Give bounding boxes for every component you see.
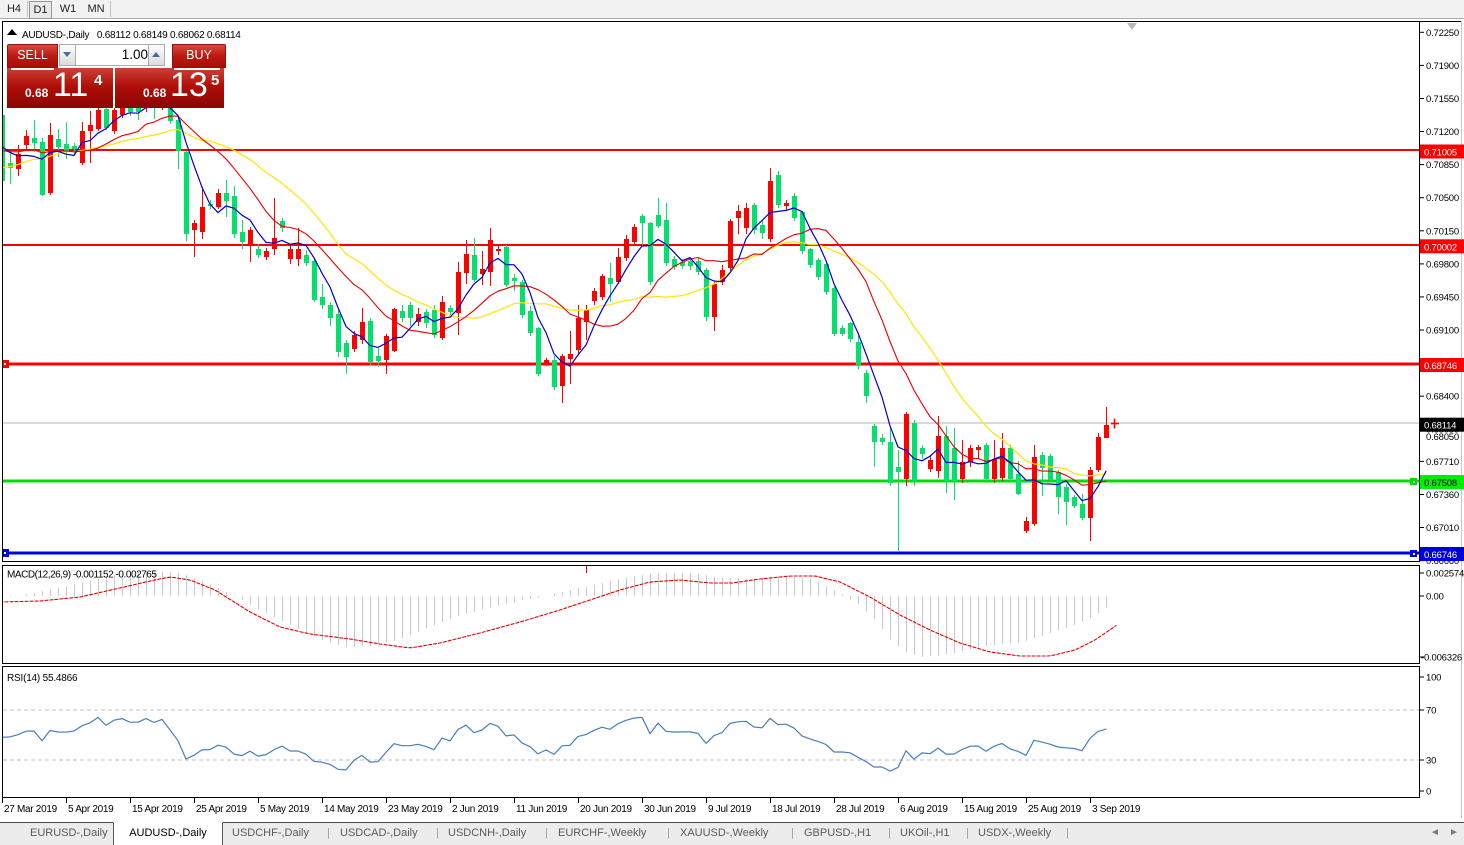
svg-text:70: 70 xyxy=(1426,706,1436,717)
svg-text:0.69100: 0.69100 xyxy=(1426,326,1459,337)
svg-text:9 Jul 2019: 9 Jul 2019 xyxy=(708,804,752,815)
svg-text:0.71200: 0.71200 xyxy=(1426,127,1459,138)
svg-text:0.66660: 0.66660 xyxy=(1426,556,1459,567)
svg-text:0.68050: 0.68050 xyxy=(1426,432,1459,443)
svg-text:27 Mar 2019: 27 Mar 2019 xyxy=(4,804,58,815)
svg-text:0.70150: 0.70150 xyxy=(1426,226,1459,237)
svg-text:5 Apr 2019: 5 Apr 2019 xyxy=(68,804,114,815)
svg-text:6 Aug 2019: 6 Aug 2019 xyxy=(900,804,948,815)
svg-text:0.66746: 0.66746 xyxy=(1424,550,1457,561)
svg-text:0.67360: 0.67360 xyxy=(1426,490,1459,501)
svg-text:23 May 2019: 23 May 2019 xyxy=(388,804,443,815)
svg-text:2 Jun 2019: 2 Jun 2019 xyxy=(452,804,499,815)
svg-text:0.71550: 0.71550 xyxy=(1426,94,1459,105)
svg-text:3 Sep 2019: 3 Sep 2019 xyxy=(1092,804,1141,815)
svg-text:0.71005: 0.71005 xyxy=(1424,148,1457,159)
svg-text:AUDUSD-,Daily 0.68112 0.6814: AUDUSD-,Daily 0.68112 0.68149 0.68062 0.… xyxy=(22,30,241,41)
svg-text:18 Jul 2019: 18 Jul 2019 xyxy=(772,804,821,815)
svg-text:15 Apr 2019: 15 Apr 2019 xyxy=(132,804,183,815)
svg-text:30 Jun 2019: 30 Jun 2019 xyxy=(644,804,696,815)
svg-text:30: 30 xyxy=(1426,756,1436,767)
svg-text:0.72250: 0.72250 xyxy=(1426,28,1459,39)
svg-text:25 Aug 2019: 25 Aug 2019 xyxy=(1028,804,1082,815)
svg-text:0.70500: 0.70500 xyxy=(1426,193,1459,204)
svg-text:0.71900: 0.71900 xyxy=(1426,61,1459,72)
svg-text:0.67010: 0.67010 xyxy=(1426,523,1459,534)
svg-text:14 May 2019: 14 May 2019 xyxy=(324,804,379,815)
svg-text:0: 0 xyxy=(1426,787,1431,798)
svg-text:0.68114: 0.68114 xyxy=(1424,421,1456,432)
svg-text:0.68746: 0.68746 xyxy=(1424,361,1457,372)
svg-text:20 Jun 2019: 20 Jun 2019 xyxy=(580,804,632,815)
svg-text:RSI(14) 55.4866: RSI(14) 55.4866 xyxy=(7,673,78,684)
svg-text:0.70850: 0.70850 xyxy=(1426,160,1459,171)
svg-text:0.69800: 0.69800 xyxy=(1426,259,1459,270)
svg-text:100: 100 xyxy=(1426,673,1441,684)
svg-text:5 May 2019: 5 May 2019 xyxy=(260,804,310,815)
svg-text:0.69450: 0.69450 xyxy=(1426,292,1459,303)
svg-text:0.70002: 0.70002 xyxy=(1424,242,1457,253)
svg-text:0.00: 0.00 xyxy=(1426,592,1444,603)
svg-text:0.67508: 0.67508 xyxy=(1424,478,1457,489)
svg-text:0.68400: 0.68400 xyxy=(1426,392,1459,403)
svg-text:0.002574: 0.002574 xyxy=(1426,569,1464,580)
svg-text:15 Aug 2019: 15 Aug 2019 xyxy=(964,804,1018,815)
svg-text:25 Apr 2019: 25 Apr 2019 xyxy=(196,804,247,815)
svg-text:MACD(12,26,9) -0.001152 -0.002: MACD(12,26,9) -0.001152 -0.002765 xyxy=(7,570,157,581)
svg-text:28 Jul 2019: 28 Jul 2019 xyxy=(836,804,885,815)
svg-text:0.67710: 0.67710 xyxy=(1426,457,1459,468)
svg-text:-0.006326: -0.006326 xyxy=(1421,653,1462,664)
svg-text:11 Jun 2019: 11 Jun 2019 xyxy=(516,804,568,815)
